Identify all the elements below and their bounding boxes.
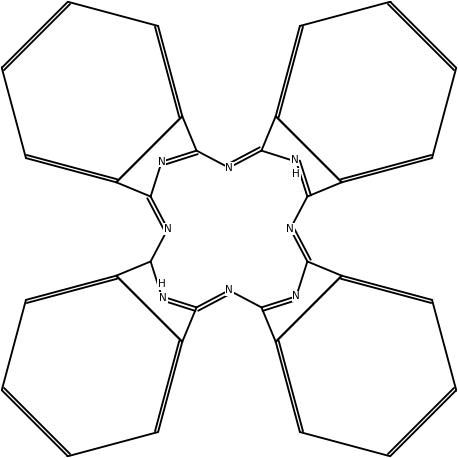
Text: N: N	[164, 224, 172, 234]
Text: N: N	[159, 293, 167, 303]
Text: H: H	[158, 279, 166, 289]
Text: N: N	[286, 224, 294, 234]
Text: N: N	[225, 285, 233, 295]
Text: H: H	[292, 169, 300, 179]
Text: N: N	[292, 291, 300, 301]
Text: N: N	[225, 163, 233, 173]
Text: N: N	[291, 155, 299, 165]
Text: N: N	[158, 157, 166, 167]
